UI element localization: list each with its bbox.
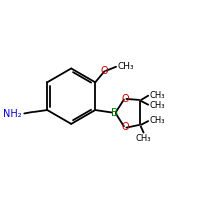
Text: NH₂: NH₂ [3,109,21,119]
Text: CH₃: CH₃ [136,134,151,143]
Text: CH₃: CH₃ [149,101,165,110]
Text: O: O [121,122,129,132]
Text: O: O [101,66,108,76]
Text: CH₃: CH₃ [149,116,165,125]
Text: CH₃: CH₃ [149,91,165,100]
Text: B: B [111,108,118,118]
Text: CH₃: CH₃ [118,62,135,71]
Text: O: O [121,94,129,104]
